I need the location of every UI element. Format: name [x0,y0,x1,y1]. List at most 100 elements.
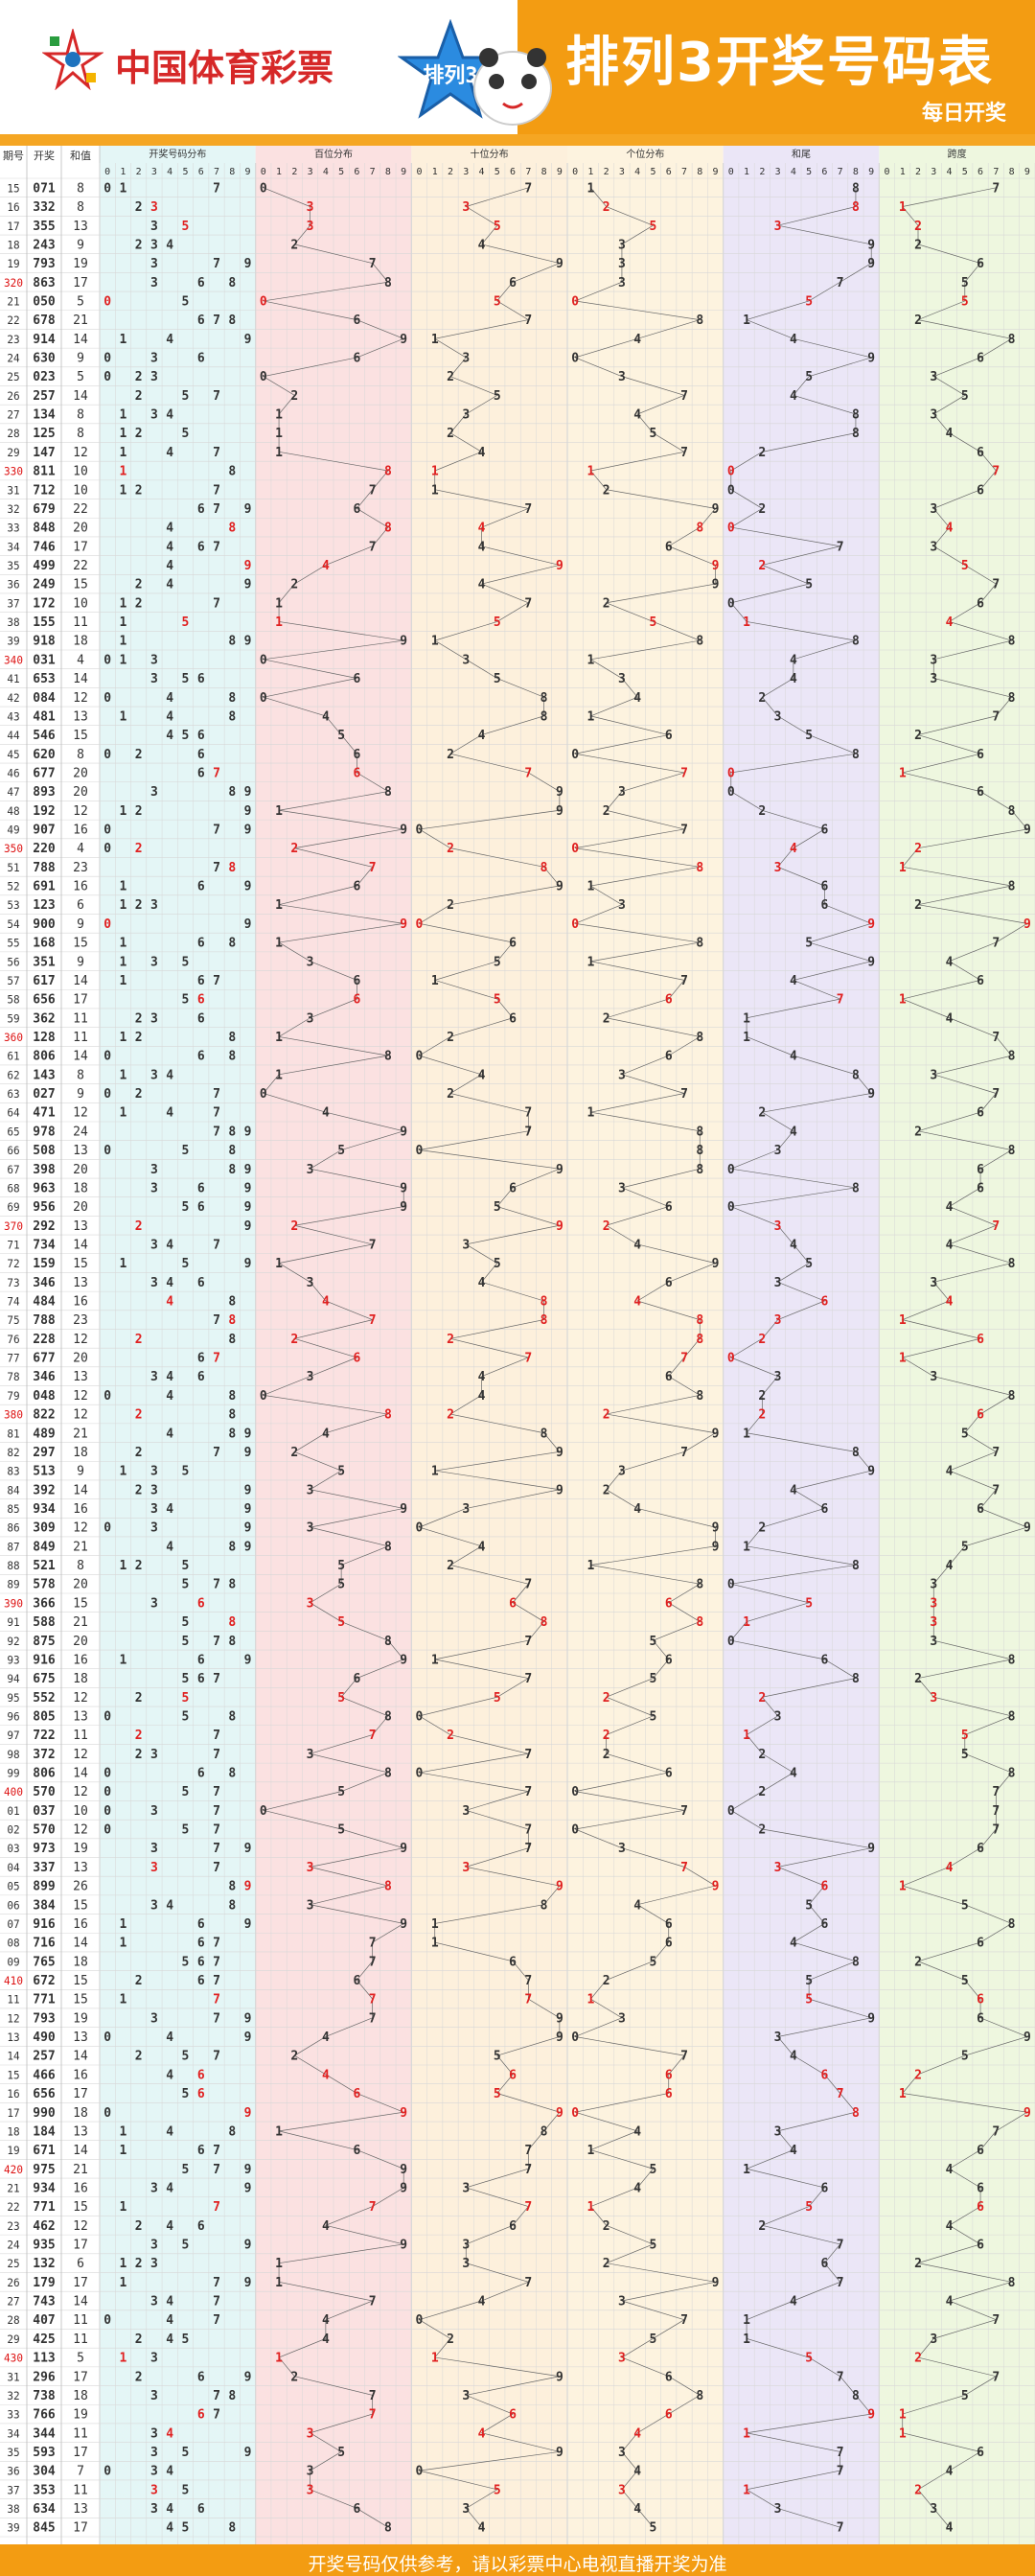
position-cell-ones: 3 [618,2352,626,2366]
sum-cell: 10 [73,483,88,498]
dist-cell: 2 [135,1559,143,1573]
position-cell-ones: 7 [680,2313,688,2328]
dist-cell: 7 [213,2144,220,2158]
dist-cell: 7 [213,446,220,460]
position-cell-sum-tail: 4 [790,653,797,667]
issue-cell: 99 [7,1768,19,1780]
position-cell-span: 8 [1008,2276,1016,2290]
draw-cell: 978 [33,1125,56,1139]
dist-cell: 5 [182,1615,190,1630]
position-cell-tens: 5 [494,294,501,309]
position-cell-ones: 8 [696,937,703,951]
dist-cell: 3 [150,1842,158,1856]
dist-cell: 1 [119,955,126,969]
position-cell-sum-tail: 0 [727,522,735,536]
draw-cell: 743 [33,2295,55,2309]
issue-cell: 69 [7,1201,19,1214]
position-cell-hundreds: 5 [337,1559,345,1573]
trend-line-span [901,187,1028,2528]
dist-cell: 4 [166,2502,173,2517]
position-cell-tens: 7 [524,1106,532,1121]
sum-cell: 6 [77,898,84,913]
position-cell-ones: 7 [680,1861,688,1875]
position-cell-tens: 9 [556,1163,564,1177]
sum-cell: 11 [73,1011,88,1026]
draw-cell: 963 [33,1181,55,1195]
dist-cell: 9 [244,257,252,271]
issue-cell: 29 [7,447,19,459]
position-cell-span: 9 [1024,824,1031,838]
draw-cell: 900 [33,917,56,932]
position-cell-span: 2 [914,898,922,913]
position-cell-tens: 9 [556,1446,564,1460]
draw-cell: 822 [33,1408,55,1423]
position-cell-ones: 6 [665,540,673,554]
position-cell-tens: 0 [416,2313,424,2328]
sum-cell: 19 [73,2408,88,2423]
issue-cell: 370 [4,1220,23,1233]
position-cell-ones: 5 [650,1709,657,1724]
dist-cell: 1 [119,465,126,479]
sum-cell: 12 [73,1785,88,1799]
digit-header: 0 [416,167,422,177]
position-cell-ones: 1 [586,2200,594,2215]
dist-cell: 1 [119,408,126,423]
lottery-logo-icon [42,29,104,90]
issue-cell: 02 [7,1824,19,1837]
dist-cell: 3 [150,408,158,423]
dist-cell: 2 [135,596,143,611]
dist-cell: 8 [228,691,236,706]
sum-cell: 16 [73,2181,88,2195]
position-cell-tens: 4 [478,1540,486,1554]
position-cell-sum-tail: 7 [837,2276,844,2290]
position-cell-ones: 6 [665,1200,673,1215]
dist-cell: 4 [166,578,173,592]
issue-cell: 43 [7,710,19,723]
issue-cell: 17 [7,2107,19,2120]
position-cell-span: 6 [977,2011,984,2026]
dist-cell: 4 [166,559,173,573]
digit-header: 3 [775,167,781,177]
position-cell-span: 1 [899,1313,907,1328]
position-cell-ones: 9 [712,559,720,573]
position-cell-tens: 1 [431,465,439,479]
position-cell-tens: 5 [494,220,501,234]
position-cell-span: 6 [977,2239,984,2253]
dist-cell: 4 [166,2181,173,2195]
dist-cell: 8 [228,1125,236,1139]
issue-cell: 21 [7,2182,19,2194]
draw-cell: 184 [33,2124,56,2139]
position-cell-ones: 4 [633,2465,641,2479]
draw-cell: 372 [33,1748,55,1762]
sum-cell: 18 [73,2389,88,2403]
header-banner: 排列3开奖号码表 每日开奖 [518,0,1035,134]
position-cell-span: 9 [1024,2106,1031,2121]
dist-cell: 2 [135,427,143,441]
draw-cell: 766 [33,2408,56,2423]
draw-cell: 521 [33,1559,56,1573]
sum-cell: 11 [73,1729,88,1743]
issue-cell: 16 [7,2088,19,2100]
position-cell-span: 4 [946,1465,954,1479]
issue-cell: 48 [7,805,19,818]
position-cell-span: 6 [977,446,984,460]
sum-cell: 15 [73,729,88,743]
issue-cell: 63 [7,1088,19,1101]
issue-cell: 22 [7,314,19,327]
position-cell-span: 5 [961,2050,969,2064]
issue-cell: 61 [7,1051,19,1063]
dist-cell: 1 [119,1937,126,1951]
position-cell-span: 3 [930,2502,937,2517]
draw-cell: 125 [33,427,55,441]
position-cell-span: 8 [1008,635,1016,649]
position-cell-hundreds: 7 [369,2295,377,2309]
position-cell-hundreds: 9 [400,1125,407,1139]
sum-cell: 15 [73,937,88,951]
position-cell-hundreds: 5 [337,1465,345,1479]
dist-cell: 9 [244,2011,252,2026]
position-cell-ones: 8 [696,1031,703,1045]
position-cell-span: 8 [1008,1653,1016,1667]
dist-cell: 5 [182,2332,190,2347]
sum-cell: 14 [73,672,88,686]
draw-cell: 678 [33,313,56,328]
